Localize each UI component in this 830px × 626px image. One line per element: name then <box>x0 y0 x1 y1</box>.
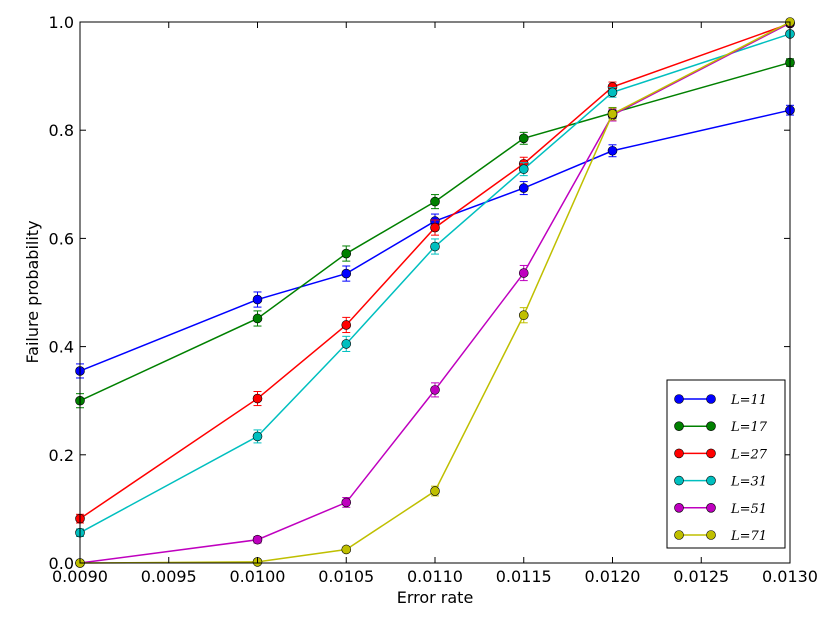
data-point <box>607 87 618 98</box>
y-tick-label: 0.2 <box>49 446 74 465</box>
y-axis-label: Failure probability <box>23 220 42 363</box>
data-point <box>252 534 263 545</box>
x-tick-label: 0.0100 <box>230 567 286 586</box>
series-layer <box>75 17 795 568</box>
data-point <box>518 268 529 278</box>
data-point <box>252 313 263 324</box>
legend-marker <box>706 475 716 486</box>
legend-marker <box>706 502 716 513</box>
legend-marker <box>674 448 684 459</box>
legend-marker <box>674 394 684 404</box>
x-tick-label: 0.0125 <box>673 567 729 586</box>
x-tick-label: 0.0110 <box>407 567 463 586</box>
data-point <box>252 431 263 442</box>
data-point <box>252 393 263 404</box>
x-tick-label: 0.0095 <box>141 567 197 586</box>
legend-marker <box>674 421 684 432</box>
legend-label: L=31 <box>730 475 767 490</box>
legend-label: L=11 <box>730 393 767 408</box>
x-tick-label: 0.0105 <box>318 567 374 586</box>
y-tick-label: 1.0 <box>49 13 74 32</box>
data-point <box>341 320 352 330</box>
legend-marker <box>706 394 716 404</box>
data-point <box>518 183 529 193</box>
x-tick-label: 0.0130 <box>762 567 818 586</box>
ticks-layer: 0.0090 0.0095 0.0100 0.0105 0.0110 0.0115 0.01… <box>49 13 818 586</box>
y-tick-label: 0.0 <box>49 554 74 573</box>
legend-marker <box>674 502 684 513</box>
legend-label: L=27 <box>730 447 768 462</box>
legend: L=11 L=17 L=27 L=31 L=51 L=71 <box>666 379 786 549</box>
x-tick-label: 0.0115 <box>496 567 552 586</box>
legend-label: L=71 <box>730 529 767 544</box>
data-point <box>430 222 440 233</box>
data-point <box>430 241 440 252</box>
x-tick-label: 0.0090 <box>52 567 108 586</box>
legend-marker <box>706 530 716 540</box>
y-tick-label: 0.4 <box>49 338 74 357</box>
legend-marker <box>706 421 716 432</box>
data-point <box>518 133 529 144</box>
x-tick-label: 0.0120 <box>585 567 641 586</box>
legend-marker <box>674 475 684 486</box>
data-point <box>518 310 529 321</box>
data-point <box>341 497 352 508</box>
legend-label: L=17 <box>730 420 768 435</box>
legend-marker <box>706 448 716 459</box>
data-point <box>518 164 529 174</box>
data-point <box>341 248 352 259</box>
legend-box <box>666 379 786 549</box>
data-point <box>252 294 263 305</box>
data-point <box>341 339 352 349</box>
y-tick-label: 0.8 <box>49 121 74 140</box>
legend-label: L=51 <box>730 502 767 517</box>
y-tick-label: 0.6 <box>49 229 74 248</box>
legend-marker <box>674 530 684 540</box>
data-point <box>341 268 352 279</box>
x-axis-label: Error rate <box>397 588 474 607</box>
data-point <box>607 109 618 119</box>
data-point <box>430 486 440 496</box>
data-point <box>430 385 440 395</box>
data-point <box>607 145 618 156</box>
data-point <box>341 544 352 555</box>
data-point <box>430 196 440 207</box>
